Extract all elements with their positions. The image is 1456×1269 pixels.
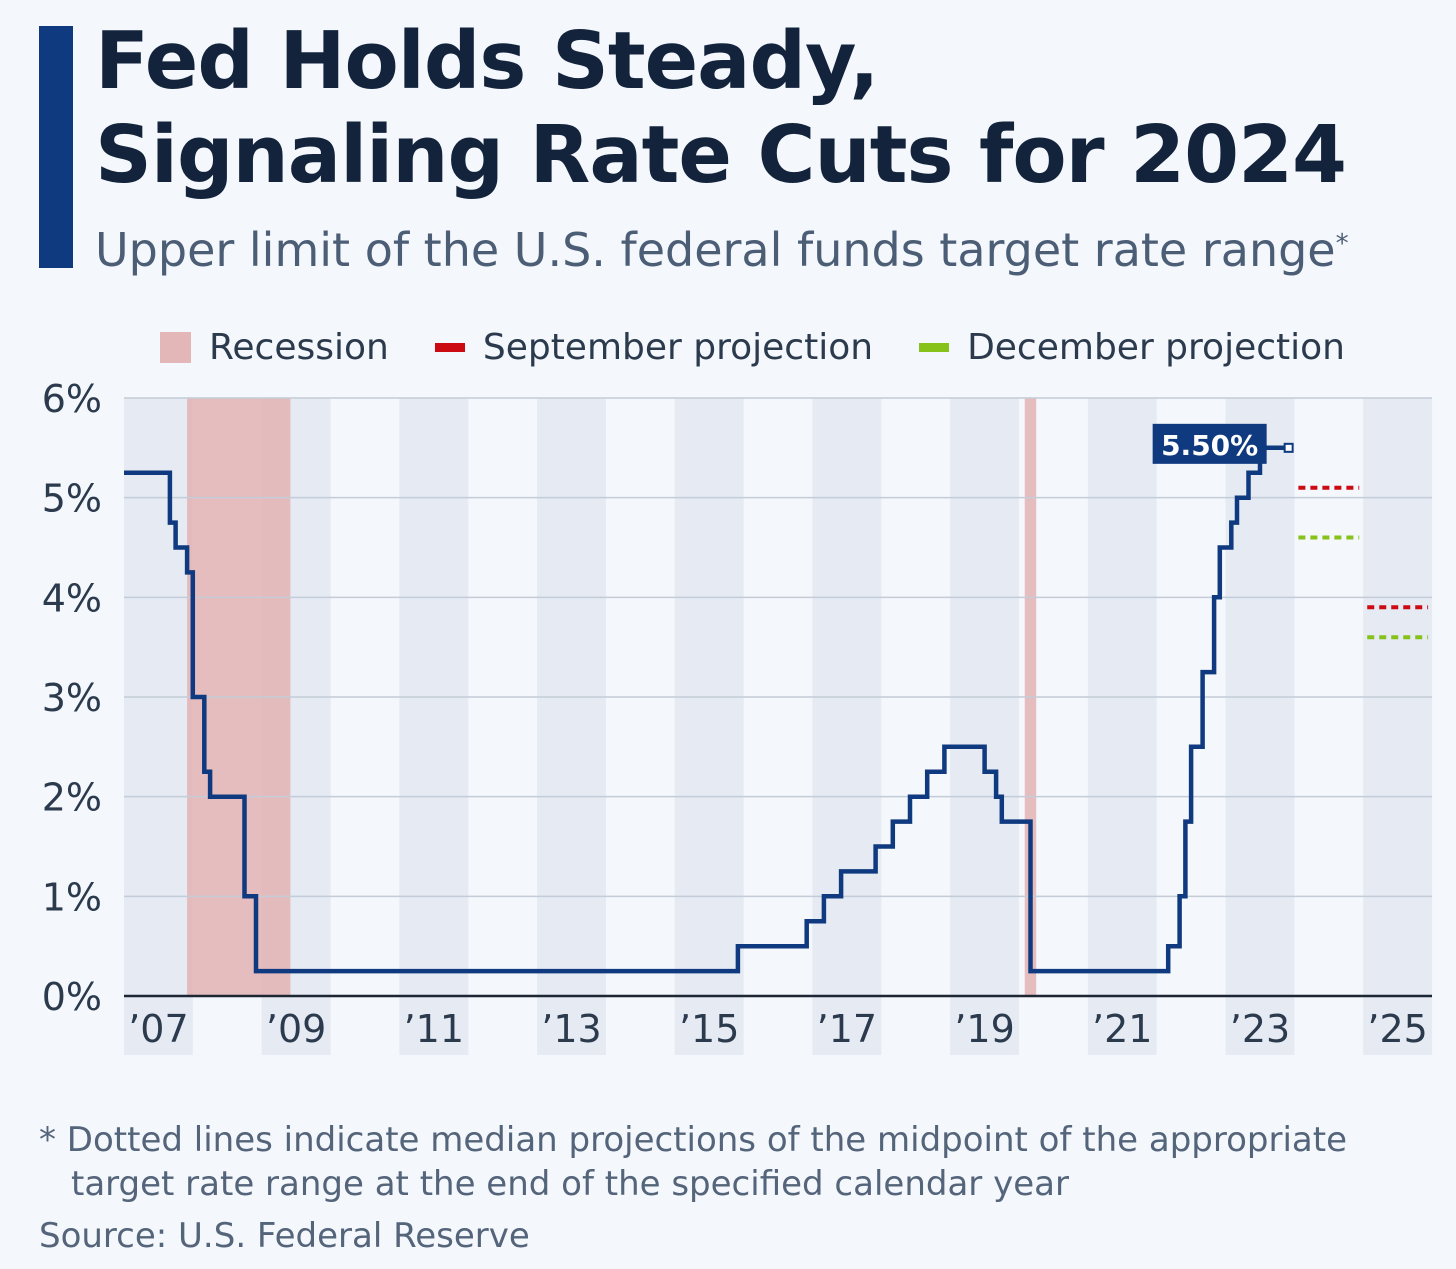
legend-label-december: December projection — [967, 326, 1345, 368]
year-band-2011 — [399, 398, 469, 1055]
series-end-marker — [1283, 442, 1294, 453]
x-tick-label-2009: ’09 — [266, 1007, 326, 1051]
x-tick-label-2011: ’11 — [404, 1007, 464, 1051]
title-line-2: Signaling Rate Cuts for 2024 — [95, 109, 1347, 201]
legend-swatch-recession — [160, 331, 191, 363]
chart-title: Fed Holds Steady, Signaling Rate Cuts fo… — [95, 14, 1347, 202]
title-line-1: Fed Holds Steady, — [95, 15, 879, 107]
year-band-2013 — [537, 398, 606, 1055]
chart-subtitle: Upper limit of the U.S. federal funds ta… — [95, 222, 1349, 278]
y-tick-label-2: 2% — [42, 776, 102, 820]
x-tick-label-2025: ’25 — [1367, 1007, 1427, 1051]
x-tick-label-2021: ’21 — [1092, 1007, 1152, 1051]
y-tick-label-0: 0% — [42, 975, 102, 1019]
y-tick-label-3: 3% — [42, 676, 102, 720]
legend-label-recession: Recession — [209, 326, 389, 368]
subtitle-text: Upper limit of the U.S. federal funds ta… — [95, 223, 1336, 277]
x-tick-label-2017: ’17 — [817, 1007, 877, 1051]
subtitle-footnote-marker: * — [1335, 229, 1349, 259]
legend-label-september: September projection — [482, 326, 874, 368]
y-tick-label-5: 5% — [42, 477, 102, 521]
legend-swatch-december — [919, 342, 950, 352]
title-accent-bar — [39, 26, 73, 268]
y-tick-label-4: 4% — [42, 576, 102, 620]
year-band-2007 — [124, 398, 193, 1055]
x-tick-label-2019: ’19 — [954, 1007, 1014, 1051]
x-tick-label-2023: ’23 — [1230, 1007, 1290, 1051]
value-callout-label: 5.50% — [1161, 429, 1258, 462]
rate-chart: 0% 1% 2% 3% 4% 5% 6% ’07 ’09 ’11 ’13 ’15 ’17 ’19 ’21 ’2… — [42, 377, 1433, 1055]
legend-item-september: September projection — [434, 326, 874, 368]
x-tick-label-2013: ’13 — [541, 1007, 601, 1051]
value-callout-box — [1152, 423, 1267, 464]
chart-legend: Recession September projection December … — [160, 322, 1391, 372]
x-tick-label-2007: ’07 — [128, 1007, 188, 1051]
source-note: Source: U.S. Federal Reserve — [39, 1216, 530, 1256]
y-tick-label-6: 6% — [42, 377, 102, 421]
year-band-2015 — [674, 398, 744, 1055]
legend-swatch-september — [434, 342, 465, 352]
footnote: * Dotted lines indicate median projectio… — [39, 1120, 1347, 1204]
year-band-2019 — [950, 398, 1020, 1055]
x-tick-label-2015: ’15 — [679, 1007, 739, 1051]
y-tick-label-1: 1% — [42, 875, 102, 919]
year-band-2017 — [812, 398, 882, 1055]
rate-series-line — [124, 445, 1289, 974]
legend-item-recession: Recession — [160, 327, 389, 368]
year-band-2021 — [1087, 398, 1157, 1055]
year-band-2025 — [1363, 398, 1433, 1055]
legend-item-december: December projection — [919, 327, 1345, 368]
